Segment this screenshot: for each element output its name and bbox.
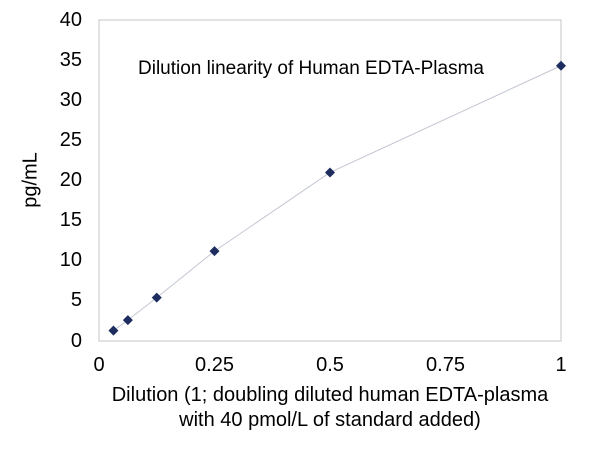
chart-title: Dilution linearity of Human EDTA-Plasma <box>138 58 484 79</box>
x-tick-label: 0.25 <box>195 354 234 376</box>
data-point-marker <box>108 325 119 336</box>
x-tick-label: 0 <box>93 354 105 376</box>
data-point-marker <box>151 292 162 303</box>
x-tick-label: 0.5 <box>316 354 344 376</box>
y-tick-label: 30 <box>59 88 82 111</box>
y-tick-label: 10 <box>59 249 82 272</box>
y-tick-label: 40 <box>59 8 82 31</box>
y-tick-label: 0 <box>70 329 82 352</box>
data-point-marker <box>555 60 567 71</box>
plot-border <box>98 19 562 342</box>
x-tick-label: 1 <box>555 354 567 376</box>
x-axis-title-line1: Dilution (1; doubling diluted human EDTA… <box>111 384 549 406</box>
y-tick-label: 15 <box>59 209 82 232</box>
y-tick-label: 25 <box>59 128 82 151</box>
y-tick-label: 5 <box>70 289 82 312</box>
y-tick-label: 35 <box>59 48 82 71</box>
y-tick-label: 20 <box>59 169 82 191</box>
x-axis-title-line2: with 40 pmol/L of standard added) <box>179 409 481 431</box>
data-point-marker <box>324 167 336 178</box>
x-axis-title: Dilution (1; doubling diluted human EDTA… <box>112 383 549 433</box>
series-line <box>113 65 562 331</box>
data-point-marker <box>209 246 220 257</box>
x-tick-label: 0.75 <box>426 354 465 376</box>
data-point-marker <box>122 315 133 326</box>
